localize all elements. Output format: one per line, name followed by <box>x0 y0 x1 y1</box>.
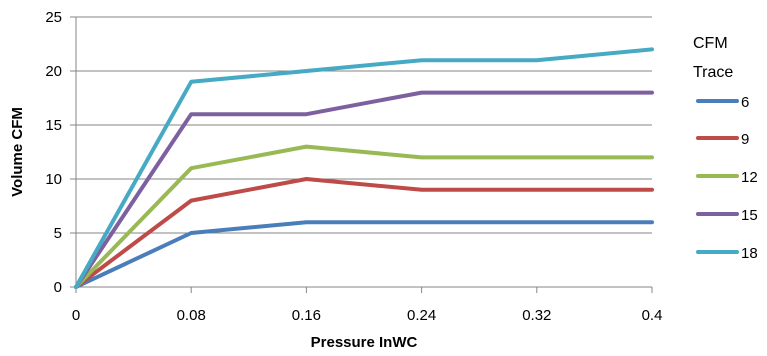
x-tick-label: 0.24 <box>407 307 436 324</box>
y-tick-label: 20 <box>45 63 62 80</box>
legend-label-18: 18 <box>741 245 758 262</box>
y-tick-label: 25 <box>45 9 62 26</box>
x-axis-ticks: 0 0.08 0.16 0.24 0.32 0.4 <box>72 287 663 324</box>
series-line-15 <box>74 90 654 289</box>
series-lines <box>74 47 654 289</box>
legend-title-line1: CFM <box>693 35 728 52</box>
y-tick-label: 15 <box>45 117 62 134</box>
x-tick-label: 0 <box>72 307 80 324</box>
gridlines <box>75 16 652 288</box>
y-axis-ticks: 0 5 10 15 20 25 <box>45 9 76 296</box>
legend-label-6: 6 <box>741 94 749 111</box>
legend-title-line2: Trace <box>693 64 733 81</box>
legend-label-12: 12 <box>741 169 758 186</box>
x-tick-label: 0.16 <box>292 307 321 324</box>
series-line-6 <box>74 220 654 289</box>
legend: CFM Trace 6 9 12 15 18 <box>693 35 758 262</box>
series-line-12 <box>74 144 654 289</box>
y-tick-label: 10 <box>45 171 62 188</box>
legend-label-9: 9 <box>741 131 749 148</box>
y-tick-label: 0 <box>54 279 62 296</box>
series-line-9 <box>74 177 654 289</box>
series-line-18 <box>74 47 654 289</box>
legend-label-15: 15 <box>741 207 758 224</box>
x-tick-label: 0.32 <box>522 307 551 324</box>
x-tick-label: 0.08 <box>177 307 206 324</box>
x-tick-label: 0.4 <box>642 307 663 324</box>
x-axis-label: Pressure InWC <box>311 334 418 351</box>
y-tick-label: 5 <box>54 225 62 242</box>
y-axis-label: Volume CFM <box>9 107 26 197</box>
